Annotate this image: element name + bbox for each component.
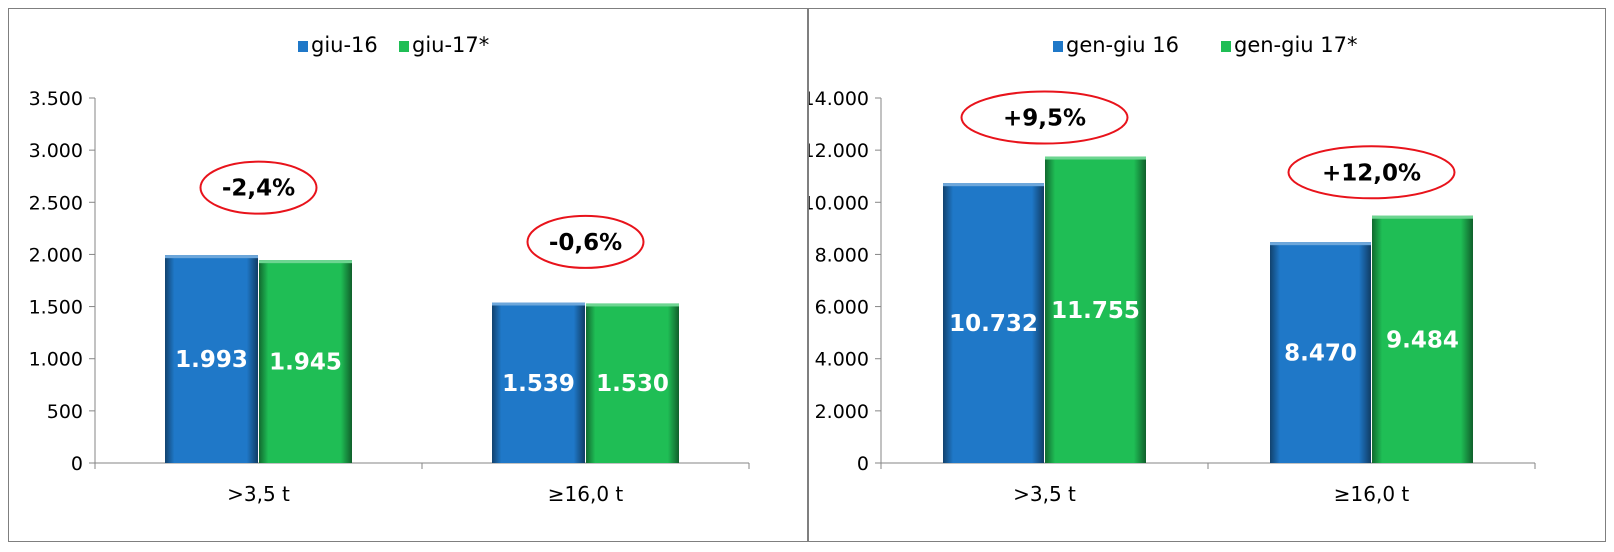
- x-category-label: ≥16,0 t: [548, 482, 624, 506]
- bar-value-label: 10.732: [949, 311, 1038, 337]
- bar-value-label: 1.945: [269, 350, 342, 376]
- bar-top-highlight: [1270, 242, 1371, 246]
- change-annotation: +12,0%: [1287, 145, 1456, 200]
- bar-series2: [1372, 215, 1473, 463]
- bar-top-highlight: [586, 303, 679, 307]
- chart-panel-left: giu-16 giu-17* 0 500 1.000 1.500 2.000 2.500 3.0…: [8, 8, 808, 542]
- annotation-text: -2,4%: [222, 176, 295, 202]
- bar-value-label: 1.993: [175, 347, 248, 373]
- annotation-ellipse: [526, 214, 645, 269]
- y-tick-label: 10.000: [809, 192, 869, 214]
- annotation-text: +12,0%: [1322, 160, 1421, 186]
- chart-legend: gen-giu 16 gen-giu 17*: [1053, 33, 1358, 57]
- bar-series1: [1270, 242, 1371, 463]
- bar-value-label: 9.484: [1386, 327, 1459, 353]
- y-tick-label: 0: [71, 453, 83, 475]
- x-category-label: >3,5 t: [227, 482, 290, 506]
- annotation-ellipse: [199, 160, 318, 215]
- y-tick-label: 12.000: [809, 140, 869, 162]
- change-annotation: +9,5%: [960, 90, 1129, 145]
- bar-series2: [259, 260, 352, 463]
- bar-series1: [943, 183, 1044, 464]
- bar-value-label: 11.755: [1051, 298, 1140, 324]
- bar-top-highlight: [1372, 215, 1473, 219]
- legend-swatch: [1053, 41, 1063, 52]
- bar-value-label: 8.470: [1284, 341, 1357, 367]
- y-tick-label: 3.000: [29, 140, 83, 162]
- annotation-ellipse: [960, 90, 1129, 145]
- y-tick-label: 1.000: [29, 349, 83, 371]
- annotation-text: +9,5%: [1003, 106, 1086, 132]
- bar-series2: [1045, 156, 1146, 464]
- bar-chart-cumulative: gen-giu 16 gen-giu 17* 0 2.000 4.000 6.000 8.0…: [809, 33, 1536, 506]
- legend-label: giu-16: [311, 33, 378, 57]
- bar-top-highlight: [165, 255, 258, 259]
- bar-series1: [165, 255, 258, 463]
- bar-series2: [586, 303, 679, 463]
- y-tick-label: 2.500: [29, 192, 83, 214]
- y-tick-label: 0: [857, 453, 869, 475]
- y-tick-label: 4.000: [815, 349, 869, 371]
- legend-label: gen-giu 17*: [1234, 33, 1358, 57]
- y-tick-label: 2.000: [29, 244, 83, 266]
- y-tick-label: 14.000: [809, 88, 869, 110]
- annotation-text: -0,6%: [549, 230, 622, 256]
- bar-top-highlight: [492, 302, 585, 306]
- y-tick-label: 3.500: [29, 88, 83, 110]
- legend-swatch: [298, 41, 308, 52]
- legend-swatch: [399, 41, 409, 52]
- legend-label: giu-17*: [412, 33, 489, 57]
- bar-top-highlight: [1045, 156, 1146, 160]
- x-category-label: >3,5 t: [1013, 482, 1076, 506]
- bar-value-label: 1.539: [502, 371, 575, 397]
- change-annotation: -2,4%: [199, 160, 318, 215]
- legend-label: gen-giu 16: [1066, 33, 1179, 57]
- bar-chart-monthly: giu-16 giu-17* 0 500 1.000 1.500 2.000 2.500 3.0…: [29, 33, 750, 506]
- bar-top-highlight: [943, 183, 1044, 187]
- x-category-label: ≥16,0 t: [1334, 482, 1410, 506]
- annotation-ellipse: [1287, 145, 1456, 200]
- change-annotation: -0,6%: [526, 214, 645, 269]
- chart-panel-right: gen-giu 16 gen-giu 17* 0 2.000 4.000 6.000 8.0…: [808, 8, 1606, 542]
- y-tick-label: 2.000: [815, 401, 869, 423]
- y-tick-label: 6.000: [815, 297, 869, 319]
- bar-value-label: 1.530: [596, 371, 669, 397]
- y-tick-label: 1.500: [29, 297, 83, 319]
- chart-legend: giu-16 giu-17*: [298, 33, 489, 57]
- y-tick-label: 8.000: [815, 244, 869, 266]
- y-tick-label: 500: [47, 401, 83, 423]
- bar-top-highlight: [259, 260, 352, 264]
- legend-swatch: [1221, 41, 1231, 52]
- bar-series1: [492, 302, 585, 463]
